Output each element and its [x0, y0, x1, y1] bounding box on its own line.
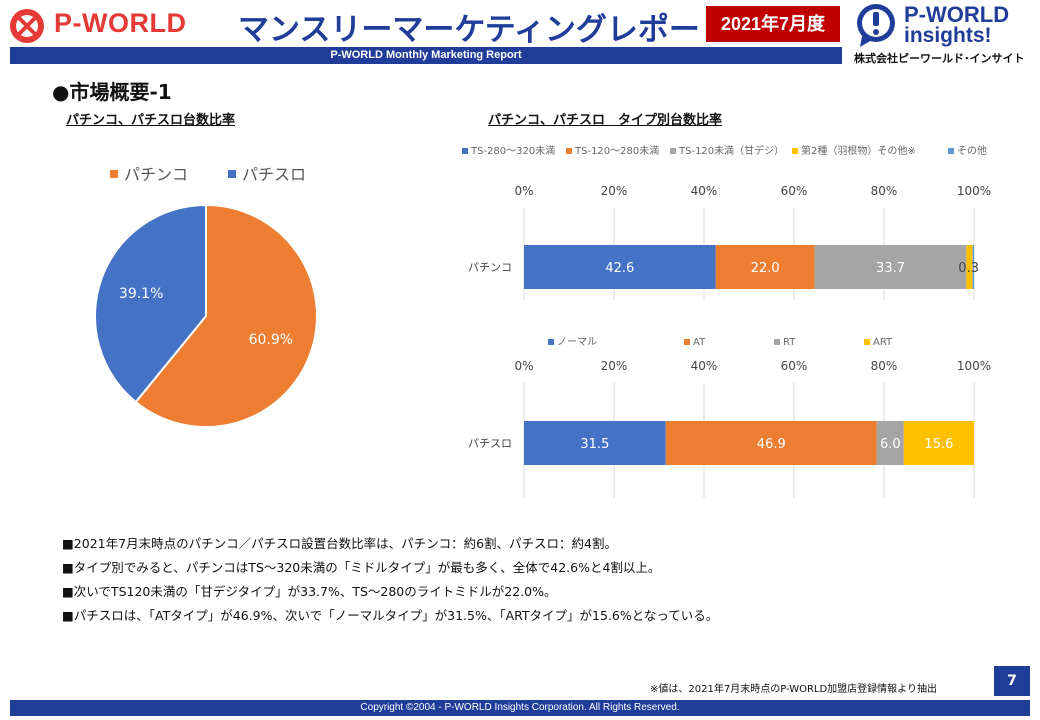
- bar-segment: [665, 421, 877, 465]
- x-tick-label: 20%: [601, 184, 628, 198]
- bar-value-label: 0.3: [958, 261, 979, 276]
- bar-value-label: 22.0: [751, 261, 780, 276]
- company-name: 株式会社ピーワールド･インサイト: [854, 52, 1025, 65]
- x-tick-label: 60%: [781, 184, 808, 198]
- bar-legend-label: ART: [873, 337, 893, 348]
- bar-segment: [814, 245, 967, 289]
- x-tick-label: 100%: [957, 184, 991, 198]
- p-world-insights-logo: P-WORLD insights! 株式会社ピーワールド･インサイト: [852, 2, 1040, 68]
- bar-segment: [972, 245, 974, 289]
- p-world-logo: P-WORLD: [8, 6, 208, 46]
- bar-value-label: 42.6: [605, 261, 634, 276]
- bar-legend-swatch: [548, 339, 554, 345]
- bar-legend-swatch: [864, 339, 870, 345]
- bar-legend-swatch: [792, 148, 798, 154]
- pie-legend-swatch: [228, 170, 236, 178]
- pie-legend-label: パチスロ: [242, 165, 306, 184]
- bar-segment: [715, 245, 815, 289]
- pie-legend-swatch: [110, 170, 118, 178]
- bar-legend-label: TS-280～320未満: [470, 145, 555, 157]
- bar-legend-swatch: [670, 148, 676, 154]
- bar-legend-label: RT: [783, 337, 796, 348]
- p-world-logo-text: P-WORLD: [54, 8, 187, 38]
- x-tick-label: 20%: [601, 359, 628, 373]
- bar-value-label: 31.5: [580, 437, 609, 452]
- bar-segment: [524, 421, 666, 465]
- bar-legend-label: TS-120未満（甘デジ）: [678, 144, 784, 157]
- x-tick-label: 80%: [871, 359, 898, 373]
- pie-value-label: 60.9%: [249, 332, 293, 348]
- logo-right-line1: P-WORLD: [904, 2, 1010, 27]
- p-world-logo-icon: [10, 9, 44, 43]
- stacked-bar-chart: TS-280～320未満 TS-120～280未満 TS-120未満（甘デジ） 第2種…: [462, 144, 991, 498]
- x-tick-label: 40%: [691, 184, 718, 198]
- summary-text: ■2021年7月末時点のパチンコ／パチスロ設置台数比率は、パチンコ：約6割、パチ…: [62, 532, 982, 628]
- summary-line: ■タイプ別でみると、パチンコはTS～320未満の「ミドルタイプ」が最も多く、全体…: [62, 560, 661, 575]
- bar-legend-swatch: [684, 339, 690, 345]
- bar-value-label: 46.9: [757, 437, 786, 452]
- summary-line: ■パチスロは、「ATタイプ」が46.9%、次いで「ノーマルタイプ」が31.5%、…: [62, 608, 719, 623]
- bar-segment: [524, 245, 716, 289]
- x-tick-label: 40%: [691, 359, 718, 373]
- x-tick-label: 60%: [781, 359, 808, 373]
- x-tick-label: 0%: [514, 184, 533, 198]
- exclamation-bubble-icon: [857, 4, 895, 47]
- subtitle-bar: P-WORLD Monthly Marketing Report: [10, 47, 842, 64]
- logo-right-line2: insights!: [904, 24, 992, 47]
- pie-value-label: 39.1%: [119, 286, 163, 302]
- bar-legend-label: AT: [693, 337, 706, 348]
- page-title: マンスリーマーケティングレポート: [238, 12, 731, 48]
- bar-segment: [903, 421, 974, 465]
- bar-category-label: パチスロ: [468, 437, 512, 450]
- summary-line: ■2021年7月末時点のパチンコ／パチスロ設置台数比率は、パチンコ：約6割、パチ…: [62, 536, 617, 551]
- bar-category-label: パチンコ: [468, 261, 512, 274]
- bar-segment: [966, 245, 973, 289]
- bar-chart-title: パチンコ、パチスロ タイプ別台数比率: [488, 113, 723, 128]
- bar-legend-label: ノーマル: [557, 337, 597, 348]
- bar-legend-swatch: [774, 339, 780, 345]
- date-badge: 2021年7月度: [706, 6, 840, 42]
- section-title: ●市場概要-1: [52, 80, 172, 104]
- bar-value-label: 6.0: [880, 437, 901, 452]
- pie-slice: [94, 203, 207, 404]
- pie-slice: [134, 203, 318, 428]
- bar-segment: [876, 421, 904, 465]
- bar-legend-label: 第2種（羽根物）その他※: [801, 144, 916, 157]
- summary-line: ■次いでTS120未満の「甘デジタイプ」が33.7%、TS～280のライトミドル…: [62, 584, 557, 599]
- pie-chart-title: パチンコ、パチスロ台数比率: [66, 113, 236, 128]
- page-number: 7: [994, 666, 1030, 696]
- x-tick-label: 80%: [871, 184, 898, 198]
- bar-legend-label: TS-120～280未満: [574, 145, 659, 157]
- bar-legend-swatch: [948, 148, 954, 154]
- bar-legend-swatch: [566, 148, 572, 154]
- x-tick-label: 0%: [514, 359, 533, 373]
- bar-legend-label: その他: [957, 144, 987, 157]
- bar-legend-swatch: [462, 148, 468, 154]
- footnote: ※値は、2021年7月末時点のP-WORLD加盟店登録情報より抽出: [650, 684, 937, 695]
- pie-chart: パチンコ パチスロ 60.9% 39.1%: [94, 165, 318, 428]
- bar-value-label: 33.7: [876, 261, 905, 276]
- copyright-footer: Copyright ©2004 - P-WORLD Insights Corpo…: [10, 700, 1030, 716]
- x-tick-label: 100%: [957, 359, 991, 373]
- bar-value-label: 15.6: [924, 437, 953, 452]
- pie-legend-label: パチンコ: [124, 165, 188, 184]
